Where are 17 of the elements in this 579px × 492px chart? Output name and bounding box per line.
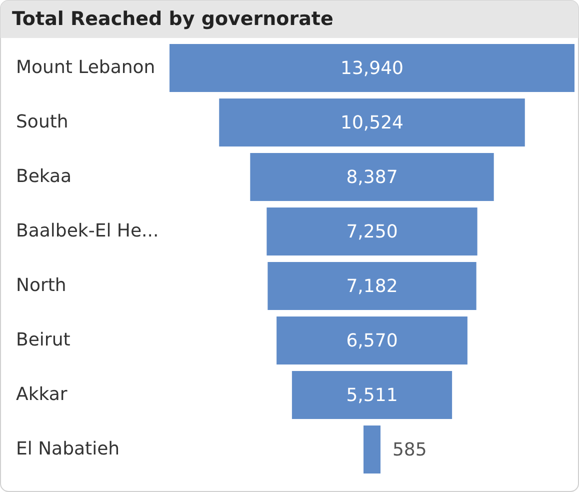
category-label: Bekaa <box>16 166 72 187</box>
data-label: 7,250 <box>346 221 398 242</box>
category-label: North <box>16 274 66 296</box>
data-label: 7,182 <box>346 276 398 297</box>
data-label: 13,940 <box>340 58 404 79</box>
category-label: South <box>16 111 68 132</box>
data-label: 5,511 <box>346 384 398 406</box>
text: Total Reached by governorate <box>12 8 334 30</box>
category-label: Beirut <box>16 329 70 350</box>
data-label: 10,524 <box>340 112 404 134</box>
category-label: Mount Lebanon <box>16 56 156 78</box>
data-label: 8,387 <box>346 166 398 188</box>
category-label: Akkar <box>16 384 68 405</box>
category-label: El Nabatieh <box>16 438 120 460</box>
data-label: 585 <box>392 439 427 460</box>
category-label: Baalbek-El He... <box>16 220 159 242</box>
data-label: 6,570 <box>346 330 398 352</box>
